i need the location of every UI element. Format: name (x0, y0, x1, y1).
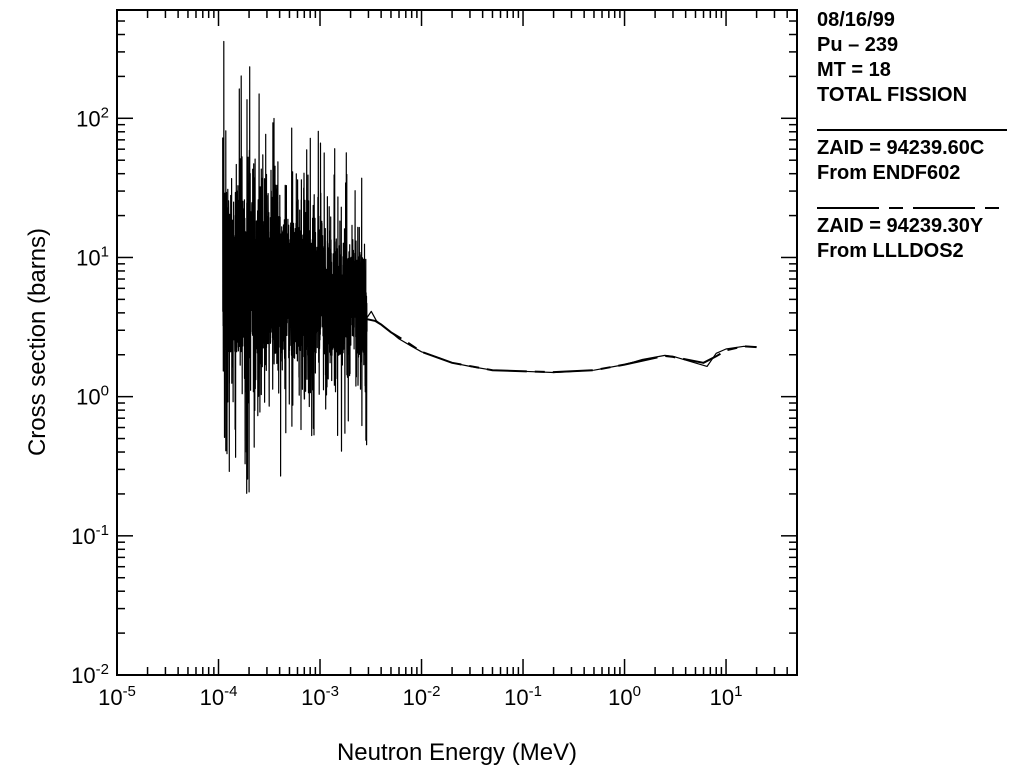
reaction-label: TOTAL FISSION (817, 84, 968, 106)
plot-frame (116, 9, 798, 676)
y-axis-title: Cross section (barns) (24, 228, 51, 456)
legend-swatch-solid (817, 108, 1007, 136)
series-endf602-line (222, 40, 757, 494)
x-tick-label: 101 (710, 683, 743, 710)
legend-entry-endf602-source: From ENDF602 (817, 162, 961, 184)
x-tick-label: 10-1 (504, 683, 542, 710)
axis-ticks (116, 9, 798, 676)
series-lllldos2-line (366, 318, 757, 374)
y-tick-label: 100 (76, 383, 109, 410)
legend-entry-lllldos2-source: From LLLDOS2 (817, 240, 964, 262)
x-tick-label: 10-2 (403, 683, 441, 710)
mt-label: MT = 18 (817, 59, 891, 81)
x-tick-label: 10-5 (98, 683, 136, 710)
y-tick-label: 10-1 (71, 522, 109, 549)
isotope-label: Pu – 239 (817, 34, 899, 56)
series-group (222, 40, 757, 494)
legend-entry-endf602-zaid: ZAID = 94239.60C (817, 137, 985, 159)
legend: 08/16/99 Pu – 239 MT = 18 TOTAL FISSION … (817, 8, 1032, 264)
cross-section-chart: 10-5 10-4 10-3 10-2 10-1 100 101 10-210-110010… (24, 9, 798, 766)
y-tick-label: 10-2 (71, 661, 109, 688)
legend-swatch-dashed (817, 186, 1007, 214)
x-axis-title: Neutron Energy (MeV) (337, 739, 577, 766)
legend-entry-lllldos2-zaid: ZAID = 94239.30Y (817, 215, 984, 237)
y-tick-label: 102 (76, 104, 109, 131)
x-tick-label: 100 (608, 683, 641, 710)
x-tick-label: 10-4 (200, 683, 238, 710)
y-tick-label: 101 (76, 243, 109, 270)
date-label: 08/16/99 (817, 9, 895, 31)
x-tick-labels: 10-5 10-4 10-3 10-2 10-1 100 101 (98, 683, 742, 710)
y-tick-labels: 10-2 10-1 100 101 102 (71, 104, 109, 688)
x-tick-label: 10-3 (301, 683, 339, 710)
